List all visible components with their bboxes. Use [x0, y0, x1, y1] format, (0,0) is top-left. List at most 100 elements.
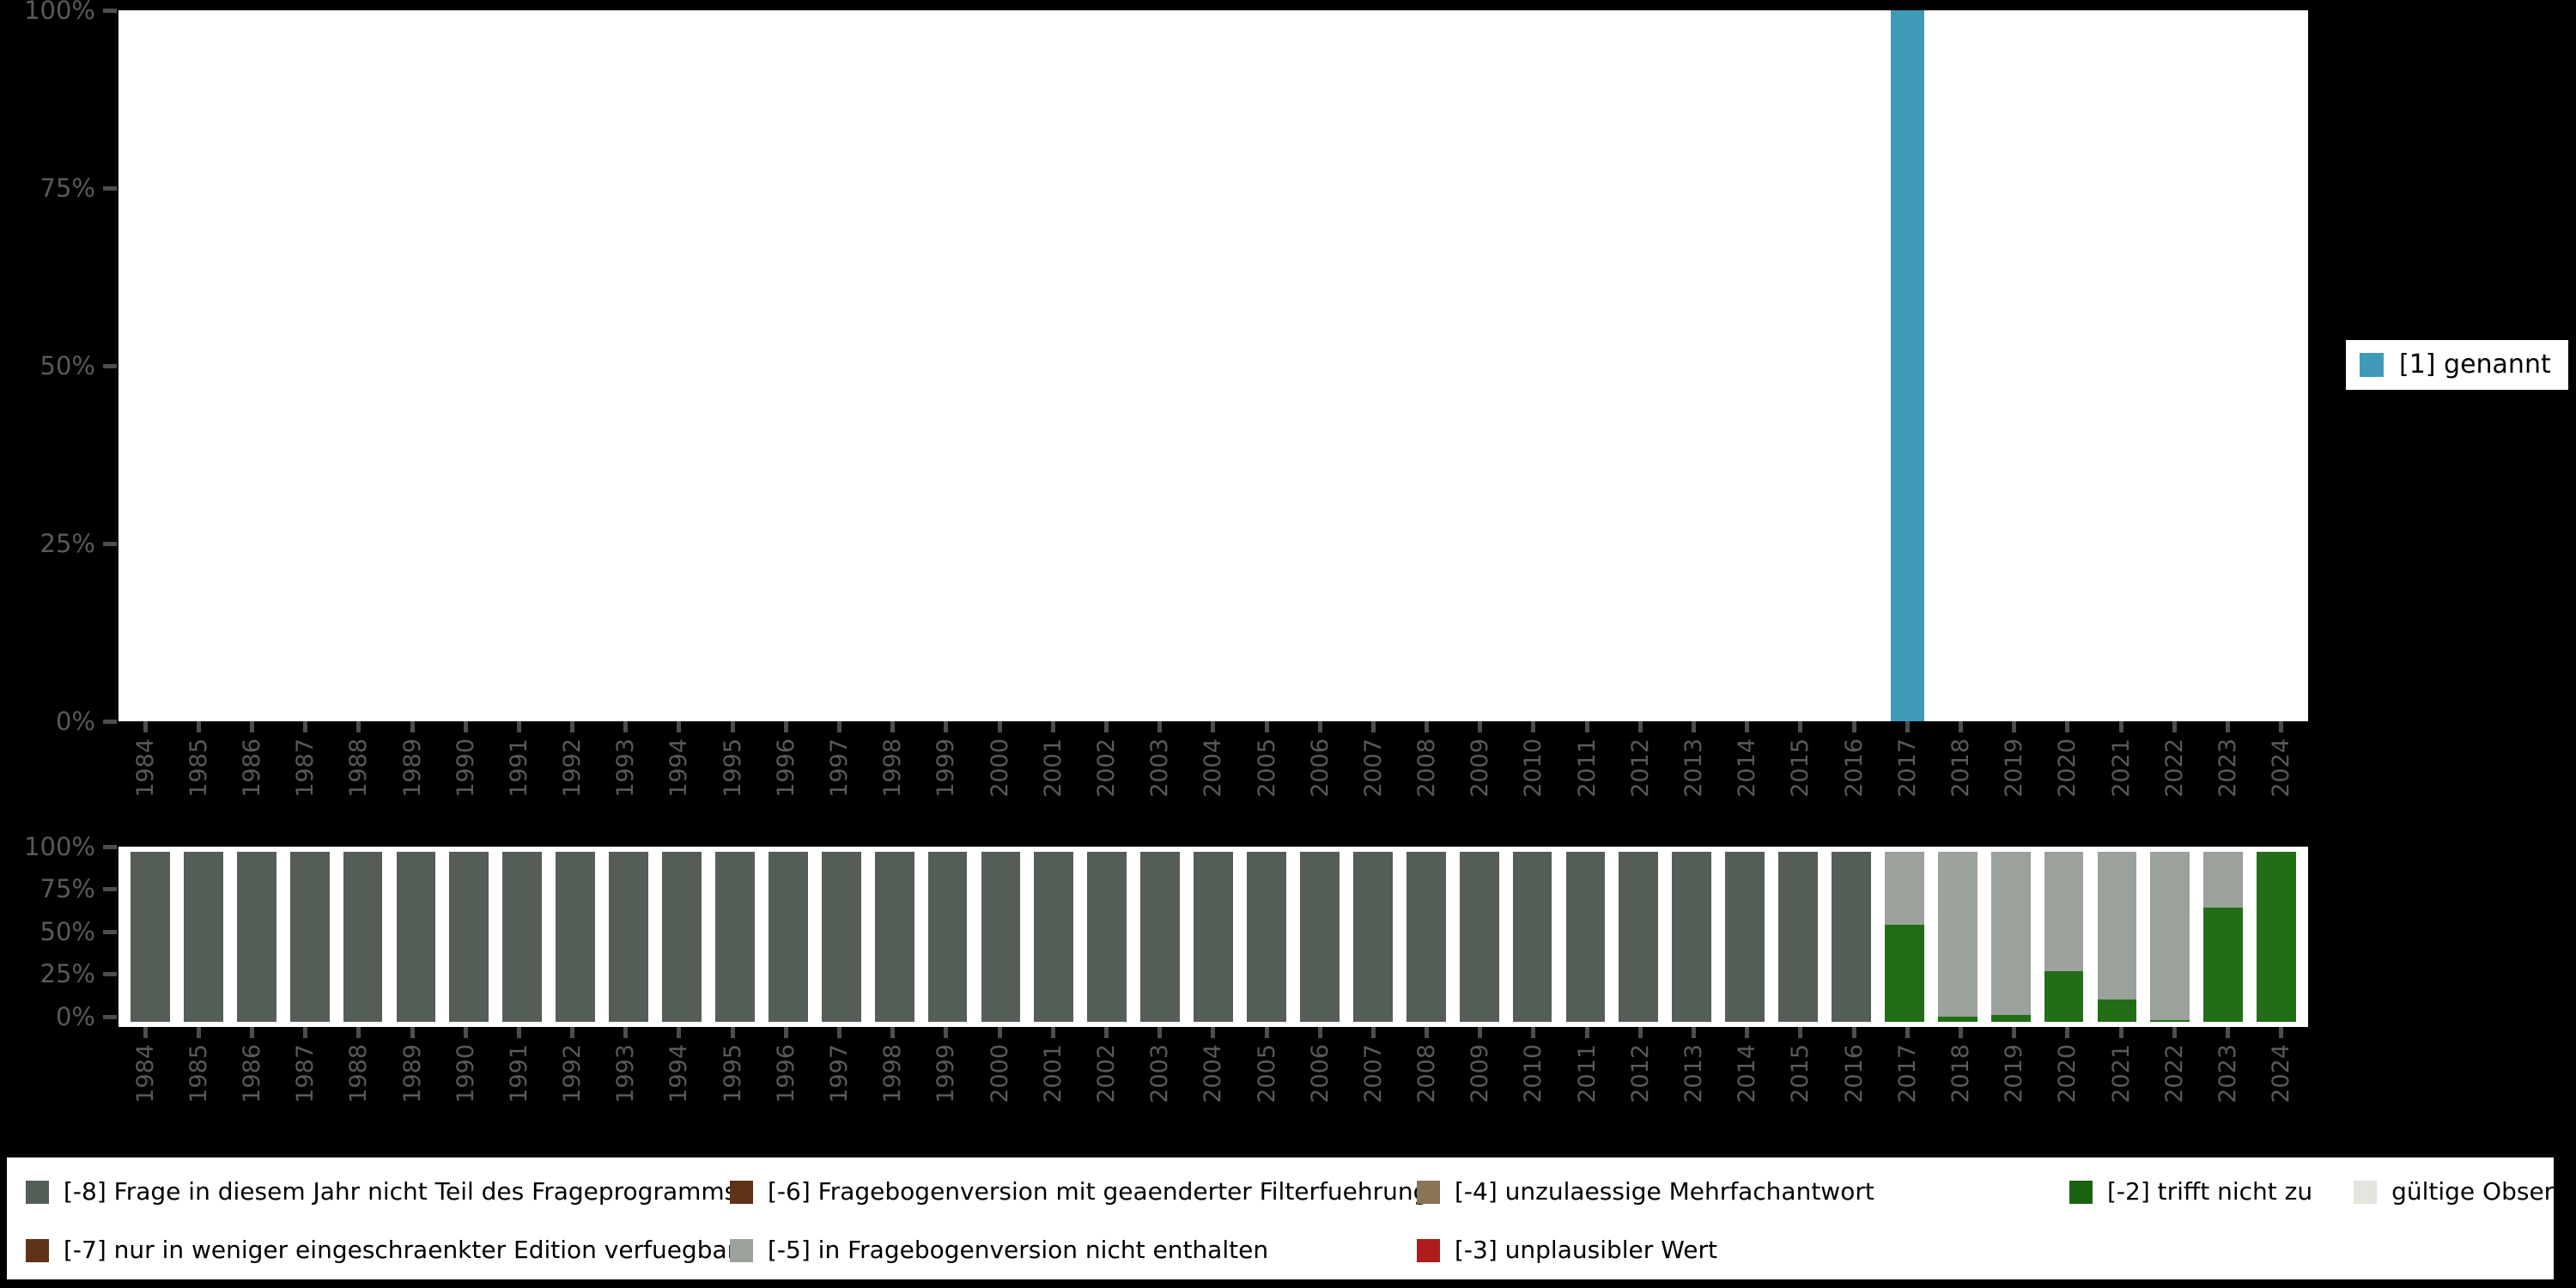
stacked-bar[interactable]: [1512, 852, 1552, 1022]
x-axis-tick: 1990: [439, 1027, 492, 1133]
x-axis-tick-label: 1984: [131, 1044, 159, 1103]
tick-mark-icon: [1584, 721, 1589, 732]
stacked-bar[interactable]: [821, 852, 861, 1022]
tick-mark-icon: [944, 721, 949, 732]
bar-slot: [1721, 10, 1774, 721]
chart-bar[interactable]: [1891, 10, 1924, 721]
stacked-bar[interactable]: [343, 852, 383, 1022]
stacked-bar[interactable]: [1565, 852, 1606, 1022]
tick-mark-icon: [196, 1027, 201, 1038]
x-axis-tick-label: 1997: [826, 738, 854, 798]
tick-mark-icon: [103, 929, 117, 934]
x-axis-tick-label: 1985: [185, 1044, 212, 1103]
legend-item[interactable]: [-2] trifft nicht zu: [2069, 1163, 2312, 1221]
stacked-bar[interactable]: [1990, 852, 2031, 1022]
stacked-bar[interactable]: [2097, 852, 2137, 1022]
stacked-bar[interactable]: [131, 852, 170, 1022]
legend-item[interactable]: [-3] unplausibler Wert: [1417, 1221, 2069, 1279]
tick-mark-icon: [1317, 721, 1322, 732]
x-axis-tick: 2014: [1721, 1027, 1774, 1133]
x-axis-tick: 2003: [1133, 1027, 1187, 1133]
x-axis-tick: 1998: [866, 1027, 920, 1133]
stacked-bar[interactable]: [236, 852, 276, 1022]
stacked-bar[interactable]: [1619, 852, 1659, 1022]
legend-item[interactable]: [-6] Fragebogenversion mit geaenderter F…: [730, 1163, 1428, 1221]
bar-slot: [118, 10, 172, 721]
tick-mark-icon: [1584, 1027, 1589, 1038]
x-axis-tick: 2021: [2094, 721, 2148, 841]
stacked-bar[interactable]: [449, 852, 489, 1022]
tick-mark-icon: [143, 1027, 148, 1038]
legend-item[interactable]: [-5] in Fragebogenversion nicht enthalte…: [730, 1221, 1417, 1279]
stacked-bar[interactable]: [2257, 852, 2297, 1022]
legend-item[interactable]: [-8] Frage in diesem Jahr nicht Teil des…: [26, 1163, 737, 1221]
legend-item[interactable]: gültige Observationen: [2354, 1163, 2576, 1221]
stacked-bar[interactable]: [2150, 852, 2190, 1022]
stacked-bar[interactable]: [874, 852, 914, 1022]
stacked-bar[interactable]: [1194, 852, 1233, 1022]
stacked-bar[interactable]: [2044, 852, 2084, 1022]
stacked-bar[interactable]: [183, 852, 223, 1022]
stacked-bar[interactable]: [927, 852, 968, 1022]
tick-mark-icon: [1531, 721, 1536, 732]
x-axis-tick: 2019: [1988, 721, 2041, 841]
bar-slot: [546, 10, 599, 721]
x-axis-tick-label: 2001: [1039, 1044, 1066, 1103]
stacked-bar[interactable]: [1672, 852, 1712, 1022]
x-axis-tick-label: 2008: [1413, 738, 1441, 798]
x-axis-tick: 1986: [225, 721, 278, 841]
stacked-bar[interactable]: [1406, 852, 1446, 1022]
tick-mark-icon: [1264, 1027, 1269, 1038]
tick-mark-icon: [2012, 1027, 2017, 1038]
x-axis-tick: 1990: [439, 721, 492, 841]
x-axis-tick: 1999: [920, 721, 973, 841]
stacked-bar[interactable]: [662, 852, 702, 1022]
tick-mark-icon: [570, 721, 575, 732]
legend-item-group: [-2] trifft nicht zu gültige Observatione…: [2069, 1163, 2576, 1221]
stacked-bar[interactable]: [1937, 852, 1978, 1022]
tick-mark-icon: [2279, 1027, 2284, 1038]
color-swatch-icon: [730, 1238, 753, 1262]
stacked-bar-slot: [1612, 852, 1665, 1022]
stacked-bar[interactable]: [556, 852, 596, 1022]
stacked-bar-slot: [655, 852, 708, 1022]
stacked-bar[interactable]: [1247, 852, 1286, 1022]
x-axis-tick: 2018: [1934, 1027, 1987, 1133]
stacked-bar[interactable]: [1832, 852, 1871, 1022]
stacked-bar-slot: [283, 852, 337, 1022]
stacked-bar[interactable]: [1884, 852, 1924, 1022]
stacked-bar-slot: [1825, 852, 1878, 1022]
stacked-bar[interactable]: [1352, 852, 1393, 1022]
stacked-bar[interactable]: [1459, 852, 1499, 1022]
top-chart-x-axis: 1984 1985 1986 1987 1988 1989 1990 1991 1992 1993…: [118, 721, 2308, 841]
top-chart-plot-area: [118, 10, 2308, 721]
stacked-bar[interactable]: [396, 852, 436, 1022]
legend-item[interactable]: [-4] unzulaessige Mehrfachantwort: [1417, 1163, 2069, 1221]
stacked-bar[interactable]: [981, 852, 1021, 1022]
tick-mark-icon: [103, 887, 117, 891]
bar-slot: [492, 10, 545, 721]
stacked-bar[interactable]: [1299, 852, 1340, 1022]
x-axis-tick-label: 1994: [665, 738, 693, 798]
series-legend[interactable]: [1] genannt: [2346, 340, 2568, 390]
stacked-bar[interactable]: [1778, 852, 1818, 1022]
x-axis-tick-label: 1992: [559, 738, 586, 798]
legend-item[interactable]: [-7] nur in weniger eingeschraenkter Edi…: [26, 1221, 737, 1279]
bar-slot: [1988, 10, 2041, 721]
tick-mark-icon: [677, 721, 682, 732]
stacked-bar[interactable]: [1087, 852, 1127, 1022]
stacked-bar[interactable]: [2203, 852, 2244, 1022]
stacked-bar[interactable]: [502, 852, 543, 1022]
stacked-bar[interactable]: [1034, 852, 1074, 1022]
stacked-bar[interactable]: [289, 852, 330, 1022]
missing-codes-legend[interactable]: [-8] Frage in diesem Jahr nicht Teil des…: [7, 1157, 2576, 1279]
stacked-bar[interactable]: [609, 852, 648, 1022]
stacked-bar[interactable]: [1725, 852, 1765, 1022]
stacked-bar[interactable]: [1140, 852, 1181, 1022]
x-axis-tick-label: 1995: [719, 738, 746, 798]
stacked-bar[interactable]: [715, 852, 755, 1022]
stacked-bar[interactable]: [768, 852, 808, 1022]
tick-mark-icon: [1851, 721, 1856, 732]
bottom-chart-bars: [124, 852, 2303, 1022]
x-axis-tick-label: 2020: [2054, 1044, 2081, 1103]
